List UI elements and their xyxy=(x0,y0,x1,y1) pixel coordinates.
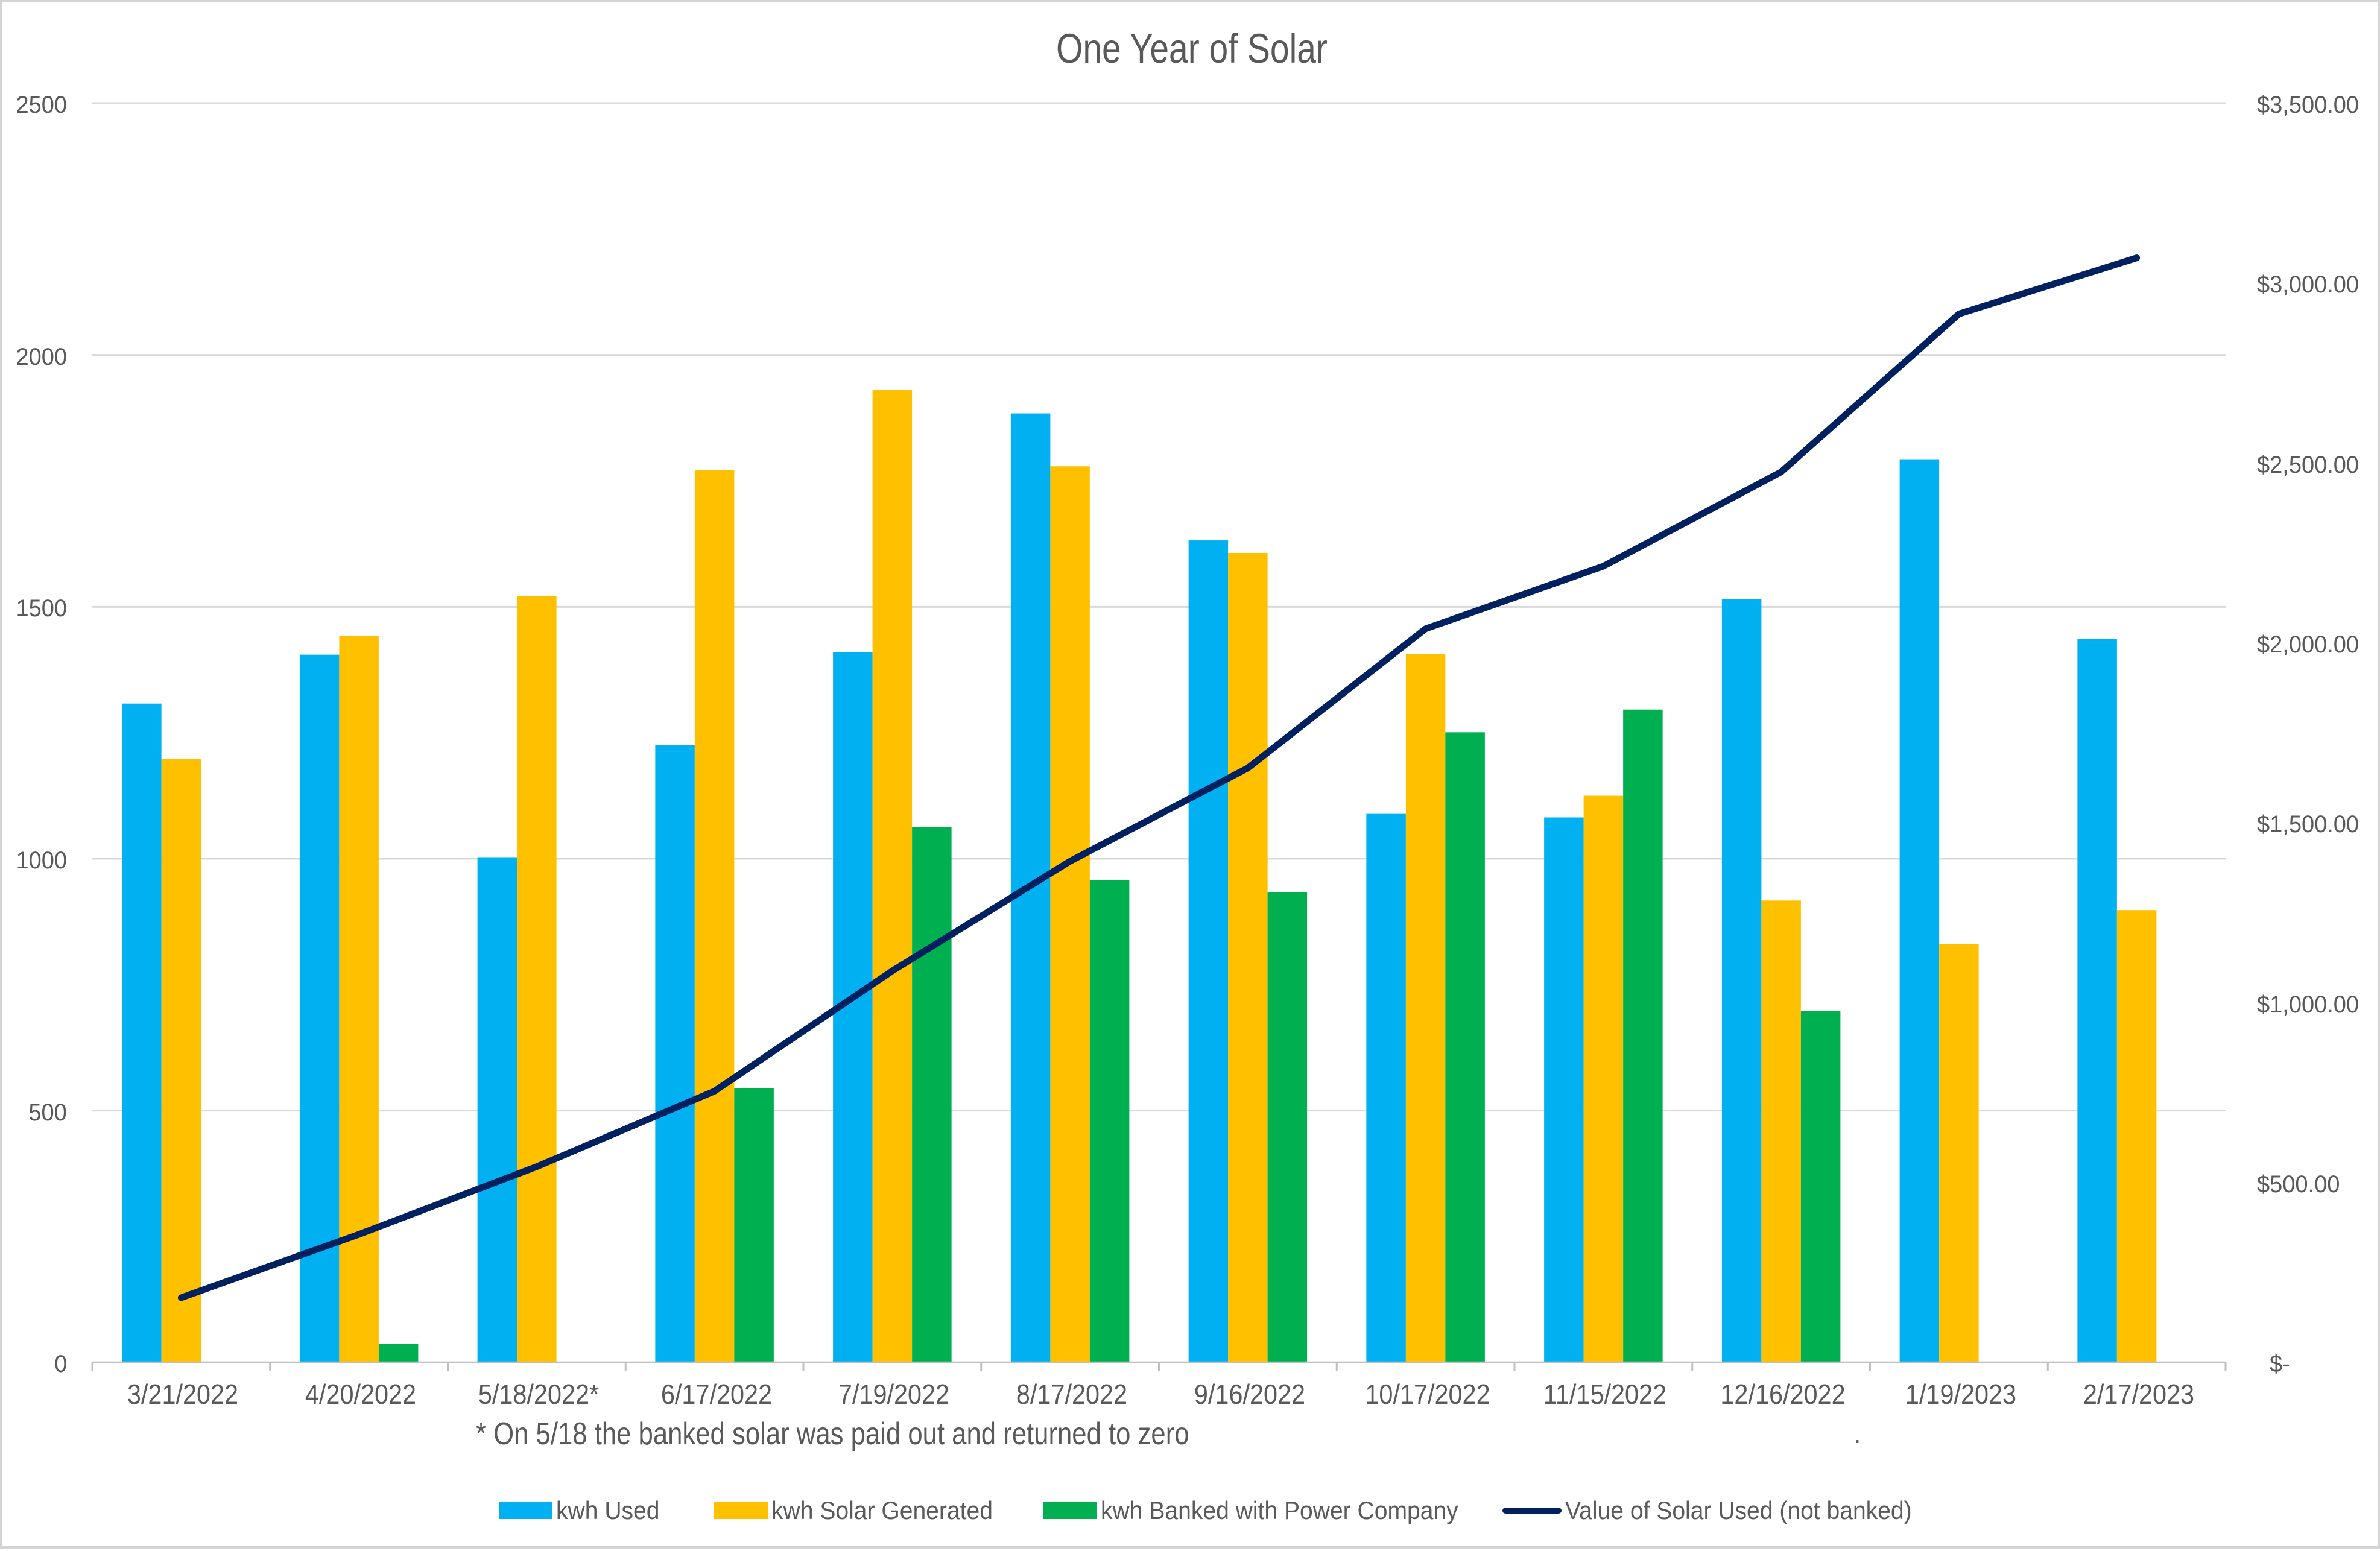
bar-series3-cat8 xyxy=(1445,732,1485,1363)
bar-series1-cat3 xyxy=(477,857,517,1363)
bar-series1-cat7 xyxy=(1188,540,1229,1363)
bar-series3-cat6 xyxy=(1089,880,1130,1363)
x-axis-label-11: 1/19/2023 xyxy=(1905,1379,2016,1410)
x-axis-label-8: 10/17/2022 xyxy=(1365,1379,1490,1410)
bar-series2-cat4 xyxy=(694,470,735,1363)
bar-series1-cat1 xyxy=(122,703,162,1363)
x-axis-label-1: 3/21/2022 xyxy=(127,1379,239,1410)
x-axis-label-9: 11/15/2022 xyxy=(1543,1379,1667,1410)
y-axis-right-label-4: $1,500.00 xyxy=(2257,811,2359,838)
bar-series2-cat1 xyxy=(161,759,201,1363)
y-axis-right-label-5: $2,000.00 xyxy=(2257,631,2359,658)
x-axis-label-2: 4/20/2022 xyxy=(305,1379,417,1410)
bar-series2-cat8 xyxy=(1405,654,1446,1363)
bar-series1-cat11 xyxy=(1899,459,1940,1363)
y-axis-left-label-1000: 1000 xyxy=(16,847,67,874)
chart-title: One Year of Solar xyxy=(1056,25,1328,72)
bar-series2-cat9 xyxy=(1583,795,1624,1363)
x-axis-label-6: 8/17/2022 xyxy=(1016,1379,1128,1410)
footnote: * On 5/18 the banked solar was paid out … xyxy=(476,1417,1189,1451)
y-axis-right-label-7: $3,000.00 xyxy=(2257,271,2359,299)
bar-series1-cat4 xyxy=(655,745,695,1363)
bar-series1-cat12 xyxy=(2077,639,2117,1363)
x-axis-label-3: 5/18/2022* xyxy=(478,1379,600,1410)
x-axis-label-10: 12/16/2022 xyxy=(1720,1379,1846,1410)
bar-series3-cat2 xyxy=(378,1344,419,1363)
x-axis-label-12: 2/17/2023 xyxy=(2083,1379,2194,1410)
y-axis-left-label-2000: 2000 xyxy=(16,343,67,370)
bar-series2-cat5 xyxy=(872,390,913,1363)
bar-series3-cat7 xyxy=(1267,892,1308,1363)
bar-series2-cat6 xyxy=(1050,466,1090,1363)
y-axis-left-label-0: 0 xyxy=(54,1351,67,1378)
bar-series1-cat9 xyxy=(1544,817,1584,1363)
x-axis-label-4: 6/17/2022 xyxy=(660,1379,772,1410)
bar-series2-cat10 xyxy=(1761,900,1801,1363)
y-axis-right-label-2: $500.00 xyxy=(2257,1170,2340,1198)
bar-series3-cat4 xyxy=(734,1088,774,1363)
y-axis-right-label-1: $- xyxy=(2270,1351,2290,1378)
bar-series1-cat8 xyxy=(1366,813,1406,1363)
bar-series3-cat9 xyxy=(1623,709,1663,1363)
bar-series1-cat10 xyxy=(1721,599,1762,1363)
y-axis-left-label-500: 500 xyxy=(28,1099,67,1126)
bar-series2-cat3 xyxy=(517,596,557,1363)
value-line xyxy=(177,254,2141,1301)
bar-series2-cat11 xyxy=(1939,944,1979,1363)
bar-series2-cat12 xyxy=(2116,910,2157,1363)
x-axis-label-5: 7/19/2022 xyxy=(838,1379,950,1410)
y-axis-left-label-2500: 2500 xyxy=(16,92,67,118)
x-axis-label-7: 9/16/2022 xyxy=(1194,1379,1305,1410)
bar-series3-cat5 xyxy=(912,827,952,1363)
y-axis-right-label-6: $2,500.00 xyxy=(2257,451,2359,478)
bar-series2-cat2 xyxy=(339,635,379,1363)
y-axis-right-label-3: $1,000.00 xyxy=(2257,991,2359,1018)
bar-series2-cat7 xyxy=(1228,552,1268,1363)
y-axis-right-label-8: $3,500.00 xyxy=(2257,92,2359,118)
y-axis-left-label-1500: 1500 xyxy=(16,595,67,622)
bar-series3-cat10 xyxy=(1800,1011,1841,1363)
stray-dot: . xyxy=(1853,1418,1861,1449)
